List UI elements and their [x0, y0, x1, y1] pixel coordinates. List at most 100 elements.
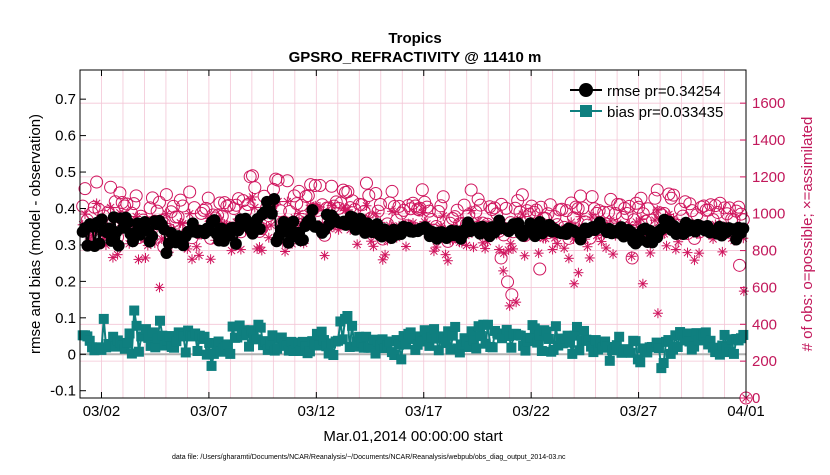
bias-point [534, 330, 545, 341]
obs-possible-marker [520, 204, 534, 218]
obs-possible-marker [373, 198, 387, 212]
obs-possible-marker [718, 201, 732, 215]
bias-point [393, 339, 404, 350]
bias-point [482, 319, 493, 330]
obs-assimilated-stroke [267, 221, 275, 230]
obs-assimilated-stroke [512, 298, 521, 307]
bias-point [154, 315, 165, 326]
obs-possible-marker [78, 182, 92, 196]
obs-assimilated-marker [584, 252, 595, 263]
obs-assimilated-marker [517, 209, 528, 220]
bias-point [213, 336, 224, 347]
obs-possible-marker [533, 262, 547, 276]
obs-possible-marker [415, 183, 429, 197]
y-left-tick-label: 0.5 [55, 164, 76, 181]
x-axis: 03/02 03/07 03/12 03/17 03/22 03/27 04/01 [83, 70, 765, 420]
obs-assimilated-marker [112, 249, 123, 260]
obs-assimilated-stroke [583, 242, 592, 251]
bias-point [419, 325, 430, 336]
bias-point [571, 321, 582, 332]
obs-assimilated-stroke [627, 252, 636, 261]
obs-possible-marker [732, 200, 746, 214]
obs-possible-marker [301, 189, 315, 203]
obs-possible-marker [369, 186, 383, 200]
bias-point [569, 330, 580, 341]
obs-assimilated-stroke [695, 249, 704, 258]
obs-assimilated-stroke [132, 212, 141, 221]
obs-possible-marker [412, 203, 426, 217]
obs-assimilated-marker [254, 242, 265, 253]
obs-assimilated-marker [533, 248, 544, 259]
bias-point [705, 335, 716, 346]
obs-assimilated-marker [608, 249, 619, 260]
obs-assimilated-stroke [499, 266, 508, 275]
obs-possible-marker [129, 189, 143, 203]
bias-point [131, 320, 142, 331]
bias-point [506, 342, 517, 353]
obs-assimilated-stroke [560, 244, 569, 253]
obs-assimilated-stroke [369, 242, 378, 251]
obs-possible-marker [325, 179, 339, 193]
bias-point [515, 330, 526, 341]
obs-possible-marker [473, 198, 487, 212]
obs-assimilated-stroke [162, 209, 171, 218]
bias-point [318, 335, 329, 346]
bias-point [316, 326, 327, 337]
bias-point [471, 343, 482, 354]
obs-assimilated-stroke [637, 215, 645, 223]
bias-point [204, 337, 215, 348]
obs-possible-marker [201, 191, 215, 205]
obs-possible-marker [241, 198, 255, 212]
bias-point [468, 335, 479, 346]
bias-point [693, 335, 704, 346]
obs-possible-marker [515, 188, 529, 202]
obs-assimilated-marker [480, 243, 491, 254]
obs-assimilated-marker [319, 250, 330, 261]
bias-point [525, 332, 536, 343]
bias-point [84, 335, 95, 346]
obs-possible-marker [733, 258, 747, 272]
y-left-tick-label: -0.1 [50, 383, 76, 400]
bias-point [630, 336, 641, 347]
obs-possible-marker [104, 180, 118, 194]
bias-point [614, 331, 625, 342]
obs-assimilated-marker [511, 297, 522, 308]
y-right-tick-label: 200 [752, 353, 777, 370]
bias-point [438, 331, 449, 342]
bias-point [583, 335, 594, 346]
bias-point [454, 347, 465, 358]
rmse-point [229, 237, 242, 250]
obs-assimilated-marker [461, 240, 472, 251]
obs-assimilated-stroke [441, 250, 450, 259]
rmse-point [146, 230, 159, 243]
obs-assimilated-marker [645, 247, 656, 258]
obs-assimilated-stroke [499, 249, 508, 258]
obs-assimilated-stroke [106, 203, 115, 212]
obs-assimilated-stroke [588, 213, 597, 221]
obs-possible-marker [362, 188, 376, 202]
obs-possible-marker [127, 197, 141, 211]
obs-possible-marker [641, 202, 655, 216]
obs-assimilated-marker [652, 308, 663, 319]
bias-point [625, 347, 636, 358]
bias-point [222, 339, 233, 350]
obs-possible-marker [632, 200, 646, 214]
obs-assimilated-marker [442, 255, 453, 266]
bias-point [244, 341, 255, 352]
rmse-series-layer [76, 193, 750, 259]
obs-layer [76, 169, 753, 405]
obs-possible-marker [501, 275, 515, 289]
y-right-tick-label: 800 [752, 243, 777, 260]
bias-point [586, 341, 597, 352]
x-tick-label: 03/27 [620, 403, 658, 420]
legend: rmse pr=0.34254 bias pr=0.033435 [570, 83, 723, 121]
obs-assimilated-stroke [371, 209, 380, 218]
obs-assimilated-stroke [388, 207, 396, 216]
bias-point [354, 331, 365, 342]
bias-point [656, 363, 667, 374]
plot-frame [79, 69, 747, 399]
obs-assimilated-stroke [570, 279, 579, 288]
obs-possible-marker [585, 190, 599, 204]
rmse-point [265, 207, 278, 220]
bias-point [415, 331, 426, 342]
